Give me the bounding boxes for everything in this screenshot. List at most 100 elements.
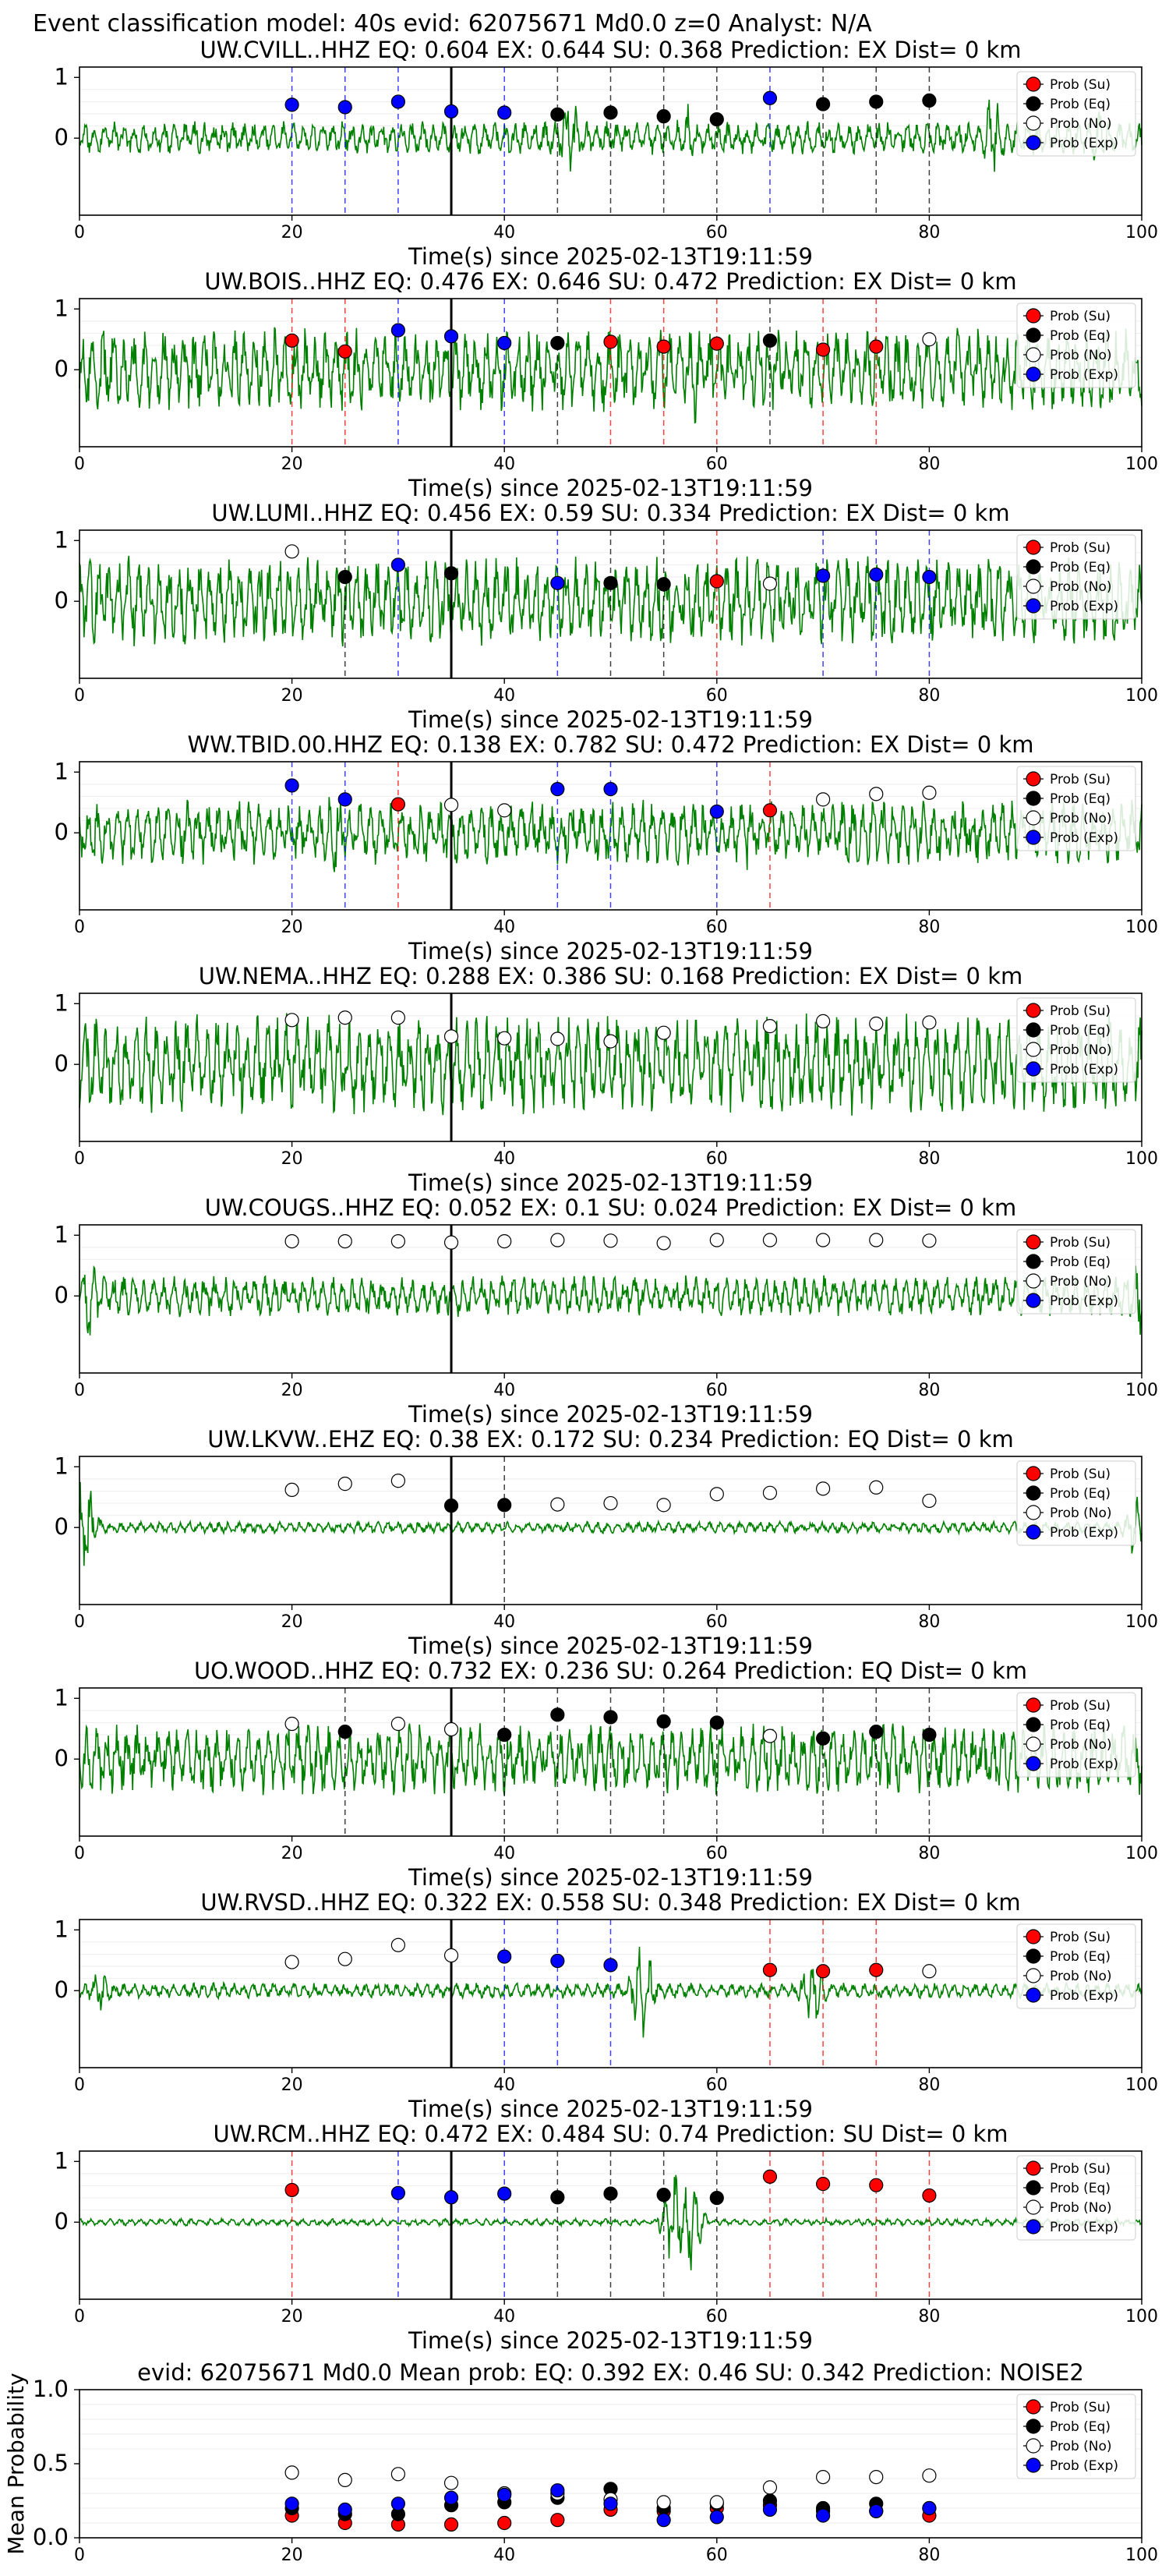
prob-marker-exp [603,782,618,797]
legend-marker-exp [1026,1524,1041,1540]
prob-marker-exp [337,100,352,115]
axes-frame [79,66,1143,216]
prob-marker-su [869,1962,884,1977]
legend-marker-no [1026,2199,1041,2215]
x-tick-label: 20 [281,918,303,937]
prob-marker-eq [656,577,671,592]
mean-marker-exp [443,2490,459,2505]
prob-marker-no [656,1025,671,1040]
legend-label-su: Prob (Su) [1050,772,1111,787]
prob-marker-no [762,1485,778,1500]
panel-title: UO.WOOD..HHZ EQ: 0.732 EX: 0.236 SU: 0.2… [194,1658,1027,1684]
legend-marker-no [1026,115,1041,131]
prob-marker-no [497,1031,512,1046]
x-tick-label: 100 [1125,2075,1158,2095]
prob-marker-eq [550,2190,565,2205]
x-tick-label: 0 [74,223,85,242]
prob-marker-exp [284,778,299,793]
mean-marker-no [922,2468,937,2483]
prob-marker-exp [869,567,884,582]
prob-marker-exp [390,557,405,572]
prob-marker-no [550,1497,565,1512]
legend-label-exp: Prob (Exp) [1050,1757,1118,1772]
x-tick-label: 20 [281,2075,303,2095]
y-tick-label: 0.5 [33,2450,69,2476]
mean-marker-no [869,2470,884,2485]
x-tick-label: 100 [1125,1381,1158,1400]
prob-marker-eq [497,1498,512,1513]
legend-marker-su [1026,540,1041,555]
mean-marker-no [284,2465,299,2480]
x-tick-label: 40 [493,455,515,474]
legend-label-no: Prob (No) [1050,2200,1112,2216]
legend-label-eq: Prob (Eq) [1050,2181,1111,2196]
y-tick-label: 0 [55,124,69,150]
prob-marker-exp [603,1958,618,1973]
legend-label-su: Prob (Su) [1050,540,1111,556]
mean-marker-no [656,2495,671,2510]
x-tick-label: 20 [281,2546,303,2565]
x-tick-label: 20 [281,1381,303,1400]
prob-marker-su [709,574,724,589]
legend-marker-su [1026,76,1041,92]
x-tick-label: 100 [1125,2546,1158,2565]
prob-marker-no [815,1481,831,1496]
prob-marker-exp [815,568,831,583]
mean-marker-exp [815,2508,831,2523]
prob-marker-no [550,1031,565,1046]
legend-box [1016,997,1136,1083]
mean-marker-no [815,2470,831,2485]
prob-marker-eq [603,2186,618,2201]
prob-marker-no [497,803,512,818]
x-tick-label: 80 [918,918,940,937]
x-tick-label: 0 [74,1612,85,1632]
panel-title: UW.LKVW..EHZ EQ: 0.38 EX: 0.172 SU: 0.23… [207,1426,1014,1453]
waveform-trace [79,1265,1143,1336]
legend-marker-eq [1026,559,1041,575]
x-tick-label: 80 [918,2546,940,2565]
mean-marker-no [443,2475,459,2490]
legend-label-no: Prob (No) [1050,811,1112,826]
prob-marker-no [443,1235,459,1250]
axes-frame [79,1919,1143,2068]
x-tick-label: 0 [74,455,85,474]
prob-marker-su [390,797,405,812]
prob-marker-eq [709,2190,724,2206]
legend-marker-exp [1026,830,1041,845]
legend-label-su: Prob (Su) [1050,309,1111,324]
x-tick-label: 20 [281,223,303,242]
prob-marker-no [815,1233,831,1247]
x-tick-label: 0 [74,1844,85,1863]
x-tick-label: 0 [74,2307,85,2327]
legend-marker-eq [1026,1022,1041,1038]
legend-marker-exp [1026,1293,1041,1308]
x-axis-label: Time(s) since 2025-02-13T19:11:59 [408,243,813,270]
legend-box [1016,1923,1136,2009]
prob-marker-no [284,1482,299,1498]
legend-label-su: Prob (Su) [1050,1930,1111,1945]
y-tick-label: 0 [55,819,69,845]
prob-marker-no [922,1015,937,1030]
x-tick-label: 40 [493,686,515,706]
legend-label-no: Prob (No) [1050,1042,1112,1058]
prob-marker-no [922,785,937,800]
prob-marker-su [284,333,299,348]
prob-marker-no [603,1233,618,1248]
prob-marker-exp [390,323,405,338]
legend-box [1016,71,1136,157]
legend-label-exp: Prob (Exp) [1050,1525,1118,1541]
prob-marker-eq [709,111,724,127]
panel-title: UW.RCM..HHZ EQ: 0.472 EX: 0.484 SU: 0.74… [213,2121,1008,2147]
legend-label-su: Prob (Su) [1050,1698,1111,1714]
x-tick-label: 80 [918,2075,940,2095]
x-tick-label: 60 [706,455,728,474]
prob-marker-eq [656,2188,671,2203]
mean-marker-exp [284,2496,299,2511]
prob-marker-no [762,1019,778,1034]
prob-marker-eq [815,97,831,111]
legend-marker-no [1026,2438,1041,2454]
x-axis-label: Time(s) since 2025-02-13T19:11:59 [408,2096,813,2122]
x-tick-label: 40 [493,1381,515,1400]
legend-label-exp: Prob (Exp) [1050,830,1118,846]
